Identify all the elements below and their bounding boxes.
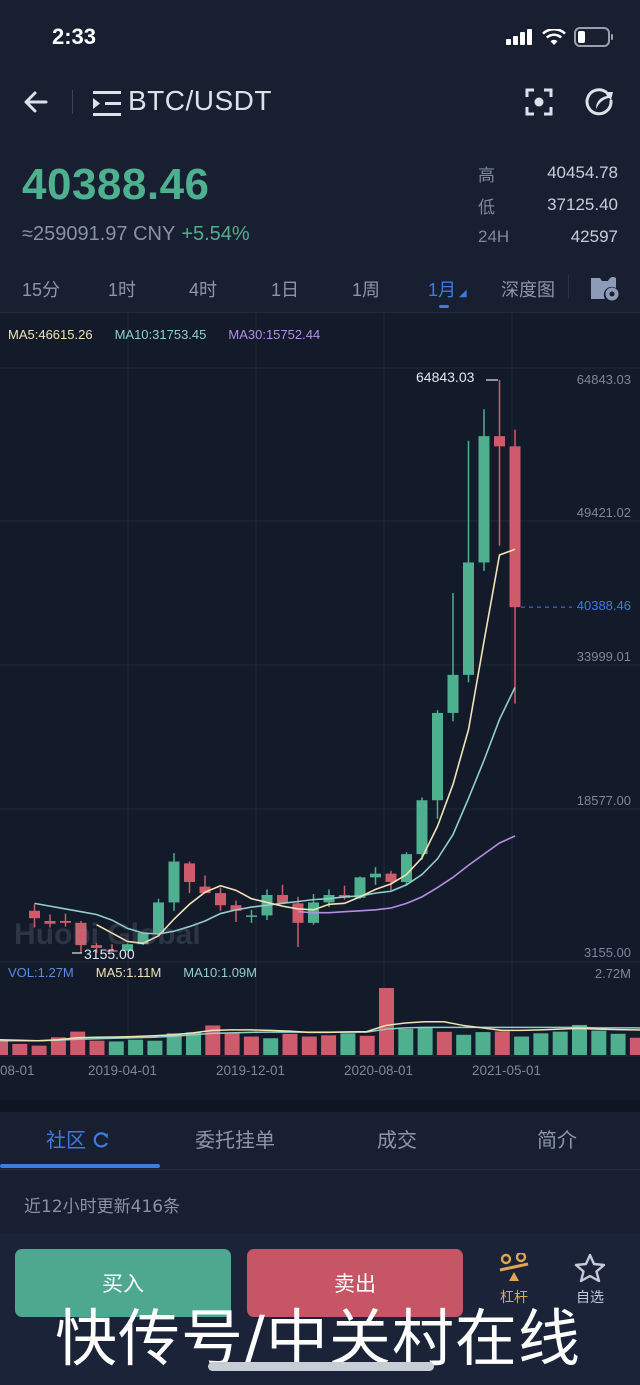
share-icon[interactable] [584, 87, 614, 117]
tab-community[interactable]: 社区 [46, 1124, 110, 1153]
min-price-marker: 3155.00 [84, 946, 135, 962]
fullscreen-icon[interactable] [524, 87, 554, 117]
ticker-stats: 高 40454.78 低 37125.40 24H 42597 [478, 157, 618, 253]
period-1w[interactable]: 1周 [352, 280, 381, 300]
stat-high-value: 40454.78 [547, 163, 618, 182]
battery-icon [574, 27, 613, 47]
nav-divider [72, 90, 73, 114]
source-watermark: 快传号/中关村在线 [55, 1302, 581, 1375]
ma30-legend: MA30:15752.44 [228, 327, 321, 342]
tab-intro[interactable]: 简介 [537, 1128, 577, 1152]
signal-icon [506, 29, 532, 45]
tab-orders[interactable]: 委托挂单 [195, 1128, 275, 1152]
candlestick-chart[interactable] [0, 313, 640, 1100]
x-axis-label: 2021-05-01 [472, 1063, 542, 1078]
divider [0, 312, 640, 313]
period-divider [568, 275, 569, 299]
wifi-icon [542, 28, 566, 45]
favorite-label: 自选 [576, 1290, 604, 1306]
nav-bar: BTC/USDT [0, 78, 640, 130]
stat-high: 高 40454.78 [478, 157, 618, 189]
pair-title[interactable]: BTC/USDT [128, 85, 272, 116]
tab-active-indicator [0, 1164, 160, 1168]
status-bar: 2:33 [0, 0, 640, 70]
stat-low-label: 低 [478, 197, 495, 217]
leverage-scale-icon [499, 1251, 529, 1281]
period-1mo-label: 1月 [428, 280, 457, 300]
stat-24h: 24H 42597 [478, 221, 618, 253]
home-indicator[interactable] [208, 1362, 434, 1371]
period-active-indicator [439, 305, 449, 308]
price-cny-line: ≈259091.97 CNY +5.54% [22, 223, 250, 246]
tab-community-label: 社区 [46, 1128, 86, 1152]
x-axis-label: 08-01 [0, 1063, 35, 1078]
stat-24h-value: 42597 [570, 227, 618, 246]
period-1mo[interactable]: 1月 ◢ [428, 276, 467, 302]
stat-high-label: 高 [478, 165, 495, 185]
last-price-axis-label: 40388.46 [576, 598, 631, 613]
period-depth[interactable]: 深度图 [501, 280, 555, 300]
last-price: 40388.46 [22, 160, 210, 209]
chart-settings-icon[interactable] [588, 272, 620, 302]
system-icons [506, 27, 614, 47]
period-1h[interactable]: 1时 [108, 280, 137, 300]
tab-trades[interactable]: 成交 [377, 1128, 417, 1152]
x-axis-label: 2019-12-01 [216, 1063, 286, 1078]
star-icon [574, 1253, 606, 1283]
vol-ma10-legend: MA10:1.09M [183, 965, 257, 980]
y-axis-label: 18577.00 [576, 793, 631, 808]
period-4h[interactable]: 4时 [189, 280, 218, 300]
chart-watermark: Huobi Global [14, 918, 201, 951]
y-axis-label: 33999.01 [576, 649, 631, 664]
stat-24h-label: 24H [478, 227, 510, 246]
period-15m[interactable]: 15分 [22, 280, 61, 300]
y-axis-label: 49421.02 [576, 505, 631, 520]
section-gap [0, 1100, 640, 1112]
leverage-label: 杠杆 [500, 1290, 528, 1306]
vol-ma5-legend: MA5:1.11M [95, 965, 162, 980]
ma-legend: MA5:46615.26 MA10:31753.45 MA30:15752.44 [8, 327, 320, 342]
refresh-icon[interactable] [92, 1131, 110, 1149]
ma5-legend: MA5:46615.26 [8, 327, 93, 342]
action-bar: 买入 卖出 杠杆 自选 [0, 1233, 640, 1385]
period-tabs: 15分 1时 4时 1日 1周 1月 ◢ 深度图 [0, 268, 640, 312]
sell-button[interactable]: 卖出 [247, 1249, 463, 1317]
status-time: 2:33 [52, 24, 97, 49]
x-axis-label: 2019-04-01 [88, 1063, 158, 1078]
community-update-note: 近12小时更新416条 [24, 1197, 181, 1217]
max-price-marker: 64843.03 [416, 369, 475, 385]
period-1d[interactable]: 1日 [271, 280, 300, 300]
volume-axis-max: 2.72M [594, 966, 631, 981]
y-axis-label: 64843.03 [576, 372, 631, 387]
price-change: +5.54% [181, 223, 250, 245]
y-axis-label: 3155.00 [584, 945, 631, 960]
stat-low: 低 37125.40 [478, 189, 618, 221]
price-cny: ≈259091.97 CNY [22, 223, 176, 245]
back-arrow-icon[interactable] [20, 86, 52, 118]
caret-icon: ◢ [459, 288, 467, 299]
leverage-button[interactable]: 杠杆 [488, 1251, 540, 1307]
chart-area[interactable] [0, 313, 640, 1100]
menu-list-icon[interactable] [93, 91, 121, 117]
info-tabs: 社区 委托挂单 成交 简介 [0, 1112, 640, 1170]
x-axis-label: 2020-08-01 [344, 1063, 414, 1078]
buy-button[interactable]: 买入 [15, 1249, 231, 1317]
ma10-legend: MA10:31753.45 [114, 327, 207, 342]
volume-legend: VOL:1.27M MA5:1.11M MA10:1.09M [8, 965, 257, 980]
favorite-button[interactable]: 自选 [564, 1253, 616, 1307]
stat-low-value: 37125.40 [547, 195, 618, 214]
vol-legend: VOL:1.27M [8, 965, 74, 980]
